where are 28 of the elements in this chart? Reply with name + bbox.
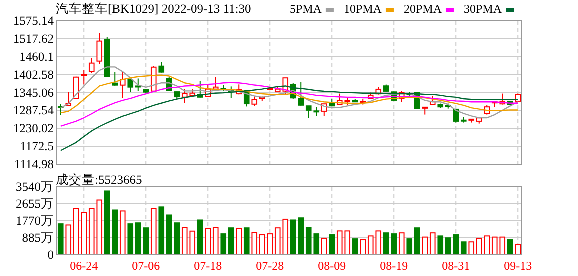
y-tick-label: 1230.02 [13, 122, 54, 136]
legend-label: 5PMA [290, 2, 322, 16]
y-tick-label: 1517.62 [13, 32, 54, 46]
y-tick-label: 1345.06 [13, 86, 54, 100]
x-tick-label: 07-18 [194, 259, 222, 273]
x-tick-label: 09-13 [504, 259, 532, 273]
legend-label: 10PMA [344, 2, 382, 16]
y-tick-label: 2655万 [16, 197, 54, 211]
x-tick-label: 07-28 [256, 259, 284, 273]
y-tick-label: 1287.54 [13, 104, 55, 118]
x-tick-label: 08-09 [318, 259, 346, 273]
chart-title: 汽车整车[BK1029] 2022-09-13 11:30 [56, 2, 252, 16]
legend-label: 20PMA [404, 2, 442, 16]
x-tick-label: 06-24 [70, 259, 98, 273]
x-tick-label: 08-31 [442, 259, 470, 273]
x-tick-label: 08-19 [380, 259, 408, 273]
y-tick-label: 885万 [22, 231, 54, 245]
x-tick-label: 07-06 [132, 259, 160, 273]
y-tick-label: 1114.98 [14, 158, 54, 172]
chart-title: 成交量:5523665 [56, 172, 142, 187]
y-tick-label: 1172.5 [20, 140, 54, 154]
legend-label: 30PMA [464, 2, 502, 16]
y-tick-label: 1770万 [16, 214, 54, 228]
y-tick-label: 1460.1 [20, 50, 54, 64]
y-tick-label: 1575.14 [13, 14, 55, 28]
y-tick-label: 3540万 [16, 180, 54, 194]
y-tick-label: 0 [48, 248, 54, 262]
y-tick-label: 1402.58 [13, 68, 54, 82]
